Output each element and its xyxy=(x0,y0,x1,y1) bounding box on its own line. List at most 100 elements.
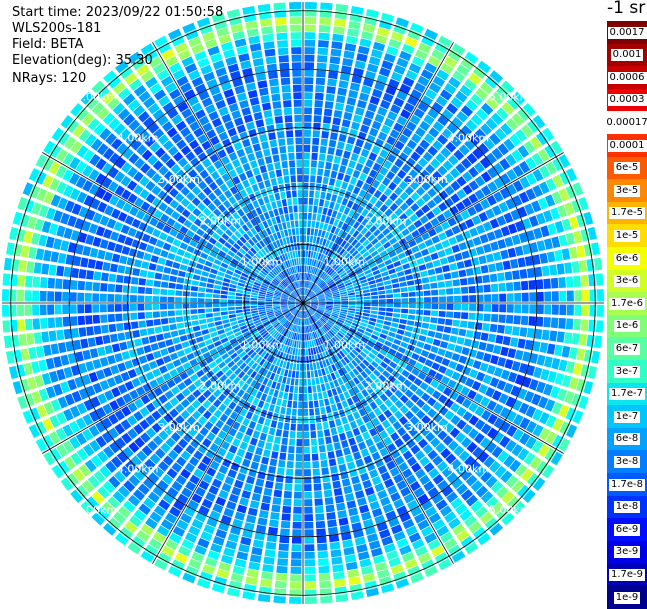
range-gate xyxy=(288,229,292,236)
range-gate xyxy=(309,356,312,363)
range-gate xyxy=(295,469,302,476)
range-gate xyxy=(168,304,175,309)
range-gate xyxy=(246,476,255,485)
range-gate xyxy=(103,262,111,271)
range-gate xyxy=(290,25,301,32)
range-gate xyxy=(275,116,283,124)
range-gate xyxy=(296,153,302,160)
range-gate xyxy=(359,38,371,47)
range-gate xyxy=(151,255,159,263)
range-gate xyxy=(544,356,553,367)
range-gate xyxy=(244,312,251,315)
range-gate xyxy=(451,271,459,278)
colorbar-tick-label: 1.7e-5 xyxy=(609,207,645,219)
range-gate xyxy=(271,451,278,459)
range-gate xyxy=(558,277,566,288)
range-gate xyxy=(313,476,321,483)
range-gate xyxy=(549,331,557,342)
range-ring-label: 4.00km xyxy=(117,462,159,475)
range-gate xyxy=(282,199,287,206)
range-gate xyxy=(266,542,277,550)
range-gate xyxy=(537,304,544,314)
range-gate xyxy=(293,507,301,514)
range-gate xyxy=(249,177,257,185)
range-gate xyxy=(425,239,434,247)
range-gate xyxy=(495,262,503,271)
range-gate xyxy=(303,228,306,235)
range-gate xyxy=(297,243,300,250)
range-gate xyxy=(272,101,281,109)
range-gate xyxy=(339,517,349,525)
range-gate xyxy=(594,336,602,349)
range-gate xyxy=(304,409,309,416)
range-gate xyxy=(299,258,301,265)
range-gate xyxy=(371,311,378,315)
range-gate xyxy=(305,574,316,581)
range-gate xyxy=(337,510,347,518)
range-gate xyxy=(312,461,319,468)
range-gate xyxy=(356,306,363,309)
range-gate xyxy=(363,293,370,296)
range-gate xyxy=(237,93,247,102)
range-gate xyxy=(334,442,341,450)
range-gate xyxy=(278,223,283,230)
range-gate xyxy=(491,284,498,292)
range-ring-label: 5.00km xyxy=(76,504,118,517)
range-gate xyxy=(236,313,243,317)
range-gate xyxy=(304,529,313,536)
range-gate xyxy=(205,304,212,308)
range-gate xyxy=(356,418,364,426)
range-gate xyxy=(383,276,391,281)
range-gate xyxy=(257,440,265,448)
range-ring-label: 5.00km xyxy=(76,90,118,103)
range-gate xyxy=(543,317,551,327)
range-gate xyxy=(314,370,318,377)
range-gate xyxy=(376,282,383,287)
range-gate xyxy=(325,436,332,444)
range-gate xyxy=(136,251,144,259)
range-gate xyxy=(258,307,265,310)
range-gate xyxy=(303,265,305,272)
range-gate xyxy=(337,172,344,180)
range-gate xyxy=(564,332,572,344)
range-gate xyxy=(331,194,337,202)
colorbar-cell: 6e-9 xyxy=(607,518,647,541)
range-gate xyxy=(285,123,293,130)
range-gate xyxy=(321,138,328,146)
range-gate xyxy=(241,490,251,499)
range-gate xyxy=(239,100,249,109)
range-gate xyxy=(444,351,453,359)
range-gate xyxy=(316,528,326,536)
range-gate xyxy=(124,360,133,369)
range-gate xyxy=(445,280,453,287)
range-gate xyxy=(252,105,261,114)
range-gate xyxy=(401,293,408,298)
range-gate xyxy=(314,491,322,498)
range-gate xyxy=(459,242,468,251)
range-gate xyxy=(242,459,251,468)
range-gate xyxy=(252,184,259,192)
range-gate xyxy=(320,192,326,200)
range-gate xyxy=(311,371,315,378)
range-gate xyxy=(304,431,309,438)
range-gate xyxy=(420,329,428,335)
range-gate xyxy=(319,573,331,581)
range-gate xyxy=(248,36,260,45)
range-gate xyxy=(444,326,452,333)
range-gate xyxy=(328,451,335,459)
range-gate xyxy=(429,324,437,330)
colorbar-tick-label: 0.0017 xyxy=(608,27,647,39)
range-gate xyxy=(250,160,258,168)
range-gate xyxy=(386,289,393,293)
range-gate xyxy=(343,547,354,556)
range-gate xyxy=(276,429,282,437)
range-gate xyxy=(329,458,337,466)
range-gate xyxy=(554,345,563,357)
range-gate xyxy=(199,319,206,324)
range-gate xyxy=(319,199,324,206)
range-gate xyxy=(235,296,242,299)
range-gate xyxy=(38,359,47,371)
range-gate xyxy=(279,536,289,544)
range-gate xyxy=(294,356,297,363)
range-gate xyxy=(276,169,282,177)
